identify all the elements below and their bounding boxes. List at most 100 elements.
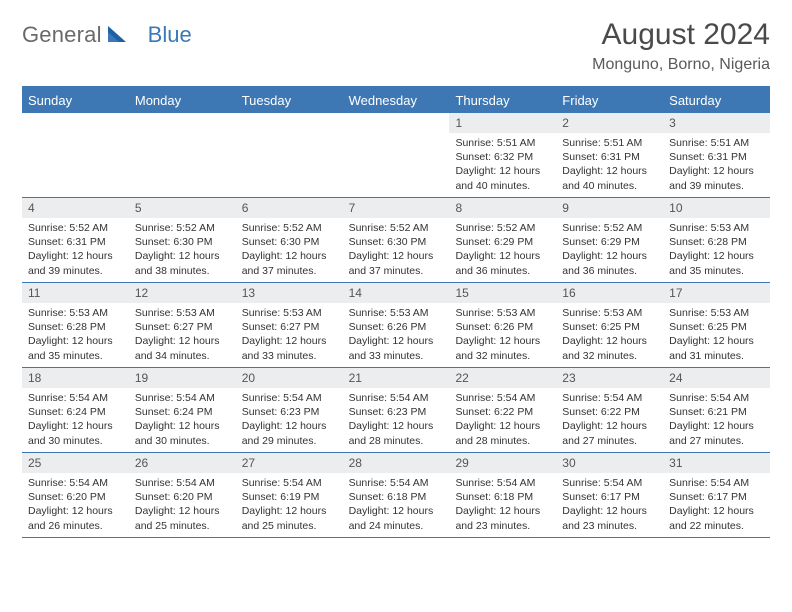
- brand-name-2: Blue: [148, 22, 192, 48]
- day-text-line: Sunset: 6:23 PM: [349, 405, 444, 419]
- day-text: Sunrise: 5:53 AMSunset: 6:26 PMDaylight:…: [343, 303, 450, 367]
- dayhdr-wed: Wednesday: [343, 88, 450, 113]
- dayhdr-sat: Saturday: [663, 88, 770, 113]
- day-text-line: Sunrise: 5:54 AM: [242, 391, 337, 405]
- day-text: Sunrise: 5:53 AMSunset: 6:26 PMDaylight:…: [449, 303, 556, 367]
- day-text-line: Sunrise: 5:54 AM: [455, 476, 550, 490]
- day-cell: 26Sunrise: 5:54 AMSunset: 6:20 PMDayligh…: [129, 453, 236, 537]
- day-number: 18: [22, 368, 129, 388]
- day-number: 3: [663, 113, 770, 133]
- dayhdr-sun: Sunday: [22, 88, 129, 113]
- day-number: 2: [556, 113, 663, 133]
- day-number: 28: [343, 453, 450, 473]
- day-text-line: Sunrise: 5:53 AM: [28, 306, 123, 320]
- dayhdr-mon: Monday: [129, 88, 236, 113]
- day-text-line: Sunset: 6:22 PM: [562, 405, 657, 419]
- day-number: 23: [556, 368, 663, 388]
- brand-logo: General Blue: [22, 22, 192, 48]
- day-text-line: Sunset: 6:17 PM: [562, 490, 657, 504]
- weeks-container: 1Sunrise: 5:51 AMSunset: 6:32 PMDaylight…: [22, 113, 770, 538]
- day-text: Sunrise: 5:52 AMSunset: 6:30 PMDaylight:…: [343, 218, 450, 282]
- day-text-line: Daylight: 12 hours and 27 minutes.: [562, 419, 657, 447]
- day-text-line: Sunrise: 5:52 AM: [349, 221, 444, 235]
- day-text-line: Daylight: 12 hours and 40 minutes.: [455, 164, 550, 192]
- day-cell: [343, 113, 450, 197]
- day-text: Sunrise: 5:54 AMSunset: 6:22 PMDaylight:…: [556, 388, 663, 452]
- day-cell: 24Sunrise: 5:54 AMSunset: 6:21 PMDayligh…: [663, 368, 770, 452]
- day-number: 6: [236, 198, 343, 218]
- day-text-line: Sunset: 6:27 PM: [242, 320, 337, 334]
- day-text-line: Sunset: 6:20 PM: [28, 490, 123, 504]
- day-cell: 1Sunrise: 5:51 AMSunset: 6:32 PMDaylight…: [449, 113, 556, 197]
- day-text: Sunrise: 5:52 AMSunset: 6:30 PMDaylight:…: [236, 218, 343, 282]
- day-text: Sunrise: 5:51 AMSunset: 6:32 PMDaylight:…: [449, 133, 556, 197]
- day-text-line: Sunrise: 5:53 AM: [669, 306, 764, 320]
- day-cell: 25Sunrise: 5:54 AMSunset: 6:20 PMDayligh…: [22, 453, 129, 537]
- day-text-line: Sunset: 6:31 PM: [669, 150, 764, 164]
- brand-sail-icon: [106, 24, 130, 47]
- day-text-line: Daylight: 12 hours and 33 minutes.: [349, 334, 444, 362]
- day-text: Sunrise: 5:52 AMSunset: 6:29 PMDaylight:…: [556, 218, 663, 282]
- day-cell: 7Sunrise: 5:52 AMSunset: 6:30 PMDaylight…: [343, 198, 450, 282]
- day-cell: 12Sunrise: 5:53 AMSunset: 6:27 PMDayligh…: [129, 283, 236, 367]
- day-text-line: Sunrise: 5:54 AM: [669, 391, 764, 405]
- title-block: August 2024 Monguno, Borno, Nigeria: [592, 18, 770, 74]
- day-text-line: Sunset: 6:21 PM: [669, 405, 764, 419]
- day-text-line: Sunset: 6:30 PM: [349, 235, 444, 249]
- day-text-line: Daylight: 12 hours and 32 minutes.: [562, 334, 657, 362]
- day-text: Sunrise: 5:54 AMSunset: 6:20 PMDaylight:…: [129, 473, 236, 537]
- day-number: 13: [236, 283, 343, 303]
- day-text: Sunrise: 5:52 AMSunset: 6:31 PMDaylight:…: [22, 218, 129, 282]
- day-cell: [129, 113, 236, 197]
- day-number: 16: [556, 283, 663, 303]
- day-number: [22, 113, 129, 119]
- week-row: 11Sunrise: 5:53 AMSunset: 6:28 PMDayligh…: [22, 283, 770, 368]
- day-text: Sunrise: 5:53 AMSunset: 6:27 PMDaylight:…: [129, 303, 236, 367]
- day-number: 1: [449, 113, 556, 133]
- day-cell: 3Sunrise: 5:51 AMSunset: 6:31 PMDaylight…: [663, 113, 770, 197]
- day-text: Sunrise: 5:54 AMSunset: 6:17 PMDaylight:…: [556, 473, 663, 537]
- day-text-line: Daylight: 12 hours and 30 minutes.: [135, 419, 230, 447]
- day-text-line: Daylight: 12 hours and 29 minutes.: [242, 419, 337, 447]
- day-number: [343, 113, 450, 119]
- day-text-line: Sunset: 6:22 PM: [455, 405, 550, 419]
- day-number: 15: [449, 283, 556, 303]
- day-text: Sunrise: 5:54 AMSunset: 6:21 PMDaylight:…: [663, 388, 770, 452]
- day-text-line: Sunset: 6:26 PM: [349, 320, 444, 334]
- day-cell: 27Sunrise: 5:54 AMSunset: 6:19 PMDayligh…: [236, 453, 343, 537]
- day-text-line: Daylight: 12 hours and 35 minutes.: [669, 249, 764, 277]
- day-cell: 14Sunrise: 5:53 AMSunset: 6:26 PMDayligh…: [343, 283, 450, 367]
- day-text-line: Daylight: 12 hours and 36 minutes.: [455, 249, 550, 277]
- day-text-line: Daylight: 12 hours and 40 minutes.: [562, 164, 657, 192]
- day-text-line: Sunset: 6:29 PM: [455, 235, 550, 249]
- day-cell: 15Sunrise: 5:53 AMSunset: 6:26 PMDayligh…: [449, 283, 556, 367]
- day-text-line: Daylight: 12 hours and 37 minutes.: [349, 249, 444, 277]
- day-text-line: Sunrise: 5:54 AM: [135, 391, 230, 405]
- week-row: 25Sunrise: 5:54 AMSunset: 6:20 PMDayligh…: [22, 453, 770, 538]
- day-text-line: Daylight: 12 hours and 35 minutes.: [28, 334, 123, 362]
- day-number: 22: [449, 368, 556, 388]
- day-number: 19: [129, 368, 236, 388]
- day-text-line: Sunrise: 5:53 AM: [135, 306, 230, 320]
- dayhdr-fri: Friday: [556, 88, 663, 113]
- day-number: 24: [663, 368, 770, 388]
- day-text-line: Daylight: 12 hours and 33 minutes.: [242, 334, 337, 362]
- day-text-line: Sunrise: 5:53 AM: [562, 306, 657, 320]
- day-text: Sunrise: 5:51 AMSunset: 6:31 PMDaylight:…: [663, 133, 770, 197]
- day-text-line: Sunset: 6:31 PM: [28, 235, 123, 249]
- day-text-line: Sunrise: 5:54 AM: [349, 476, 444, 490]
- day-cell: 31Sunrise: 5:54 AMSunset: 6:17 PMDayligh…: [663, 453, 770, 537]
- day-cell: 4Sunrise: 5:52 AMSunset: 6:31 PMDaylight…: [22, 198, 129, 282]
- day-number: 5: [129, 198, 236, 218]
- day-text-line: Sunrise: 5:53 AM: [669, 221, 764, 235]
- day-text-line: Sunset: 6:32 PM: [455, 150, 550, 164]
- day-text-line: Sunset: 6:23 PM: [242, 405, 337, 419]
- day-cell: 21Sunrise: 5:54 AMSunset: 6:23 PMDayligh…: [343, 368, 450, 452]
- dayhdr-thu: Thursday: [449, 88, 556, 113]
- day-text: Sunrise: 5:53 AMSunset: 6:28 PMDaylight:…: [22, 303, 129, 367]
- day-number: 27: [236, 453, 343, 473]
- day-number: 17: [663, 283, 770, 303]
- day-text-line: Sunrise: 5:53 AM: [242, 306, 337, 320]
- day-text-line: Daylight: 12 hours and 37 minutes.: [242, 249, 337, 277]
- day-text: Sunrise: 5:54 AMSunset: 6:24 PMDaylight:…: [129, 388, 236, 452]
